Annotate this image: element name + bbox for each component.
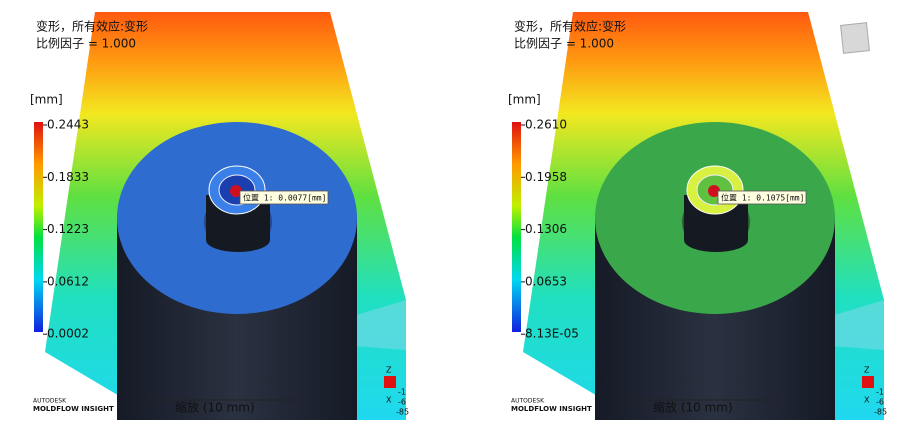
white-corner <box>478 420 888 432</box>
brand: AUTODESK <box>511 398 545 405</box>
result-title: 变形，所有效应:变形 <box>36 19 148 34</box>
probe-box <box>239 190 329 205</box>
legend-label: 0.2443 <box>47 118 89 132</box>
scale-factor: 比例因子 = 1.000 <box>36 37 136 51</box>
triad-label: Z <box>864 366 870 375</box>
brand: AUTODESK <box>33 398 67 405</box>
legend-unit: [mm] <box>508 93 541 107</box>
legend-label: 0.0002 <box>47 327 89 341</box>
legend-label: 0.0653 <box>525 274 567 288</box>
brand: MOLDFLOW INSIGHT <box>33 405 114 413</box>
triad-label: -85 <box>396 408 409 417</box>
legend-unit: [mm] <box>30 93 63 107</box>
result-title: 变形，所有效应:变形 <box>514 19 626 34</box>
overview-icon <box>840 22 870 54</box>
scale-bar-label: 缩放 (10 mm) <box>175 400 255 415</box>
scale-bar-label: 缩放 (10 mm) <box>653 400 733 415</box>
boss-base <box>206 228 270 252</box>
triad-label: -6 <box>398 398 406 407</box>
legend-label: 0.0612 <box>47 274 89 288</box>
scale-factor: 比例因子 = 1.000 <box>514 37 614 51</box>
legend-bar <box>34 122 43 332</box>
legend-label: 0.2610 <box>525 118 567 132</box>
triad-label: -85 <box>874 408 887 417</box>
brand: MOLDFLOW INSIGHT <box>511 405 592 413</box>
legend-label: 0.1306 <box>525 222 567 236</box>
triad-label: Z <box>386 366 392 375</box>
legend-label: 0.1958 <box>525 170 567 184</box>
boss-base <box>684 228 748 252</box>
legend-label: 8.13E-05 <box>525 327 579 341</box>
probe-box <box>717 190 807 205</box>
probe-label: 位置 1: 0.1075[mm] <box>721 193 804 203</box>
triad-box <box>384 376 396 388</box>
triad-label: X <box>864 396 870 405</box>
triad-label: -1 <box>398 388 406 397</box>
triad-label: -6 <box>876 398 884 407</box>
triad-label: X <box>386 396 392 405</box>
white-corner <box>0 420 410 432</box>
legend-bar <box>512 122 521 332</box>
triad-box <box>862 376 874 388</box>
legend-label: 0.1223 <box>47 222 89 236</box>
probe-point <box>708 185 720 197</box>
triad-label: -1 <box>876 388 884 397</box>
probe-point <box>230 185 242 197</box>
legend-label: 0.1833 <box>47 170 89 184</box>
probe-label: 位置 1: 0.0077[mm] <box>243 193 326 203</box>
